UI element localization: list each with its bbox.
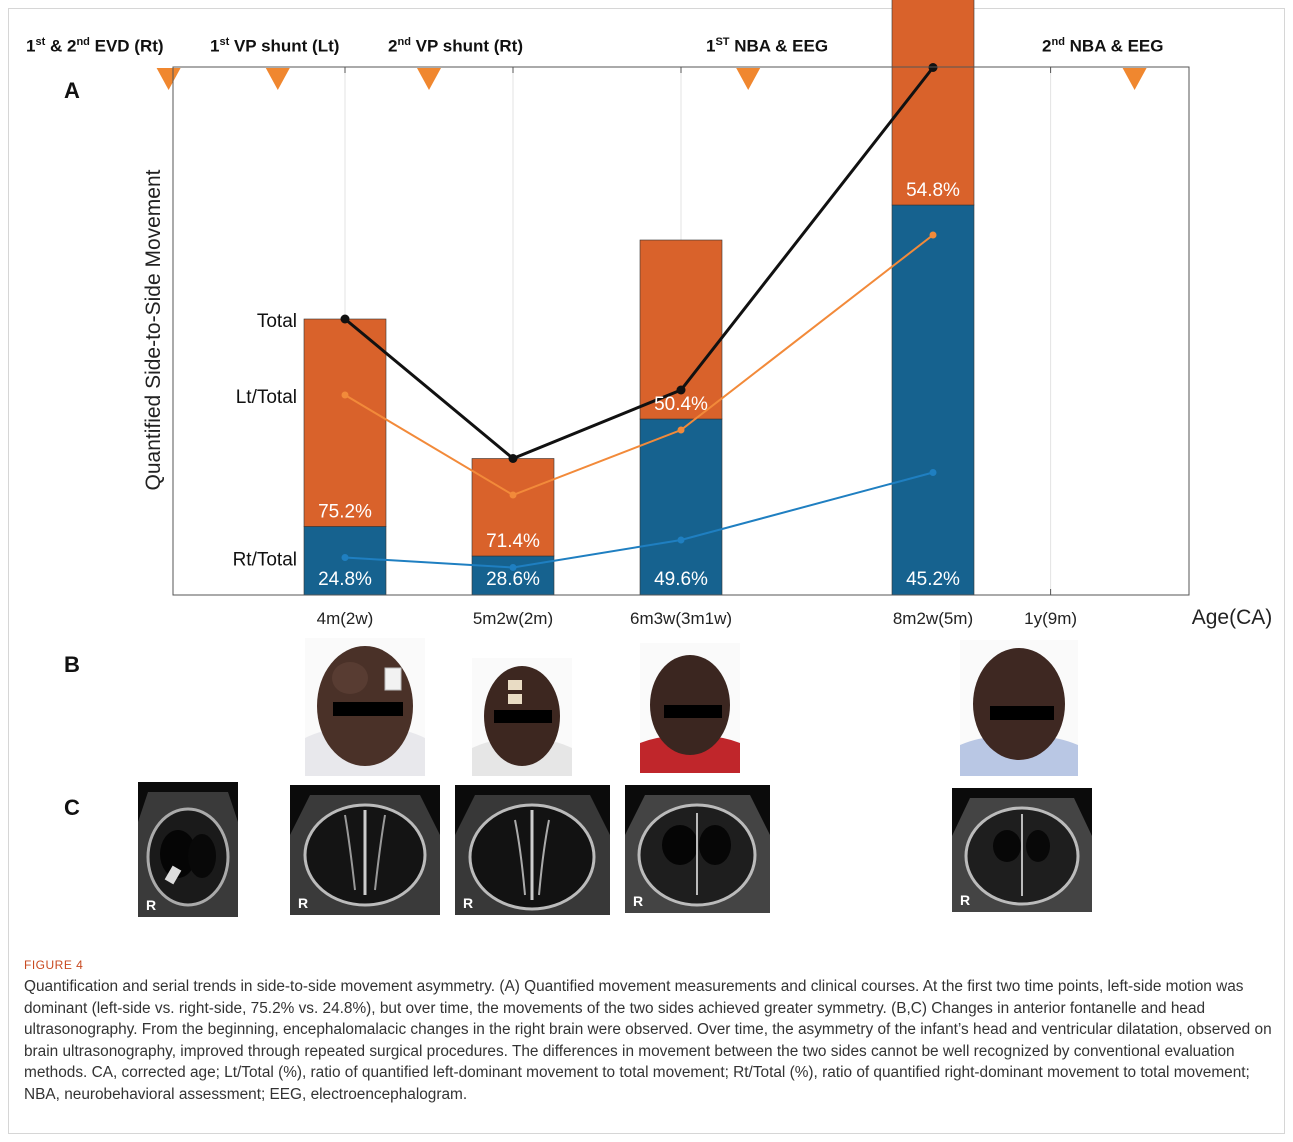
ultrasound-label-3: R: [463, 895, 474, 911]
event-label-nba-eeg-1: 1ST NBA & EEG: [706, 36, 829, 56]
ultrasound-label-5: R: [960, 892, 971, 908]
infant-photo-1: [305, 638, 425, 776]
rt-total-line-point: [929, 469, 937, 476]
ultrasound-label-2: R: [298, 895, 309, 911]
total-line: [344, 66, 935, 461]
movement-chart: 4m(2w) 5m2w(2m) 6m3w(3m1w) 8m2w(5m) 1y(9m) 24…: [142, 0, 1273, 629]
lt-total-line-point: [341, 391, 349, 399]
x-tick-label: 4m(2w): [317, 609, 374, 628]
event-label-vp-shunt-lt: 1st VP shunt (Lt): [210, 36, 340, 56]
total-line-label: Total: [257, 311, 297, 332]
bar-rt: [639, 418, 723, 596]
ultrasound-image-1: R: [138, 782, 238, 917]
bar-lt-percent-label: 50.4%: [654, 394, 708, 415]
event-marker-triangle: [156, 68, 181, 90]
panel-letter-b: B: [64, 652, 80, 677]
total-line-point: [340, 314, 350, 324]
bar-rt-percent-label: 28.6%: [486, 569, 540, 590]
bar-lt-percent-label: 71.4%: [486, 531, 540, 552]
lt-total-line: [344, 234, 934, 497]
infant-photo-4: [960, 640, 1078, 776]
total-line-point: [676, 385, 686, 395]
bar-lt: [471, 458, 555, 557]
event-marker-triangle: [265, 68, 290, 90]
lt-total-line-point: [509, 491, 517, 499]
bar-rt-percent-label: 45.2%: [906, 569, 960, 590]
plot-frame: [172, 66, 1190, 596]
ultrasound-label-1: R: [146, 897, 157, 913]
event-marker-triangle: [1122, 68, 1147, 90]
event-label-evd: 1st & 2nd EVD (Rt): [26, 36, 164, 56]
ultrasound-label-4: R: [633, 893, 644, 909]
bar-rt: [891, 204, 975, 596]
total-line-point: [508, 454, 518, 463]
event-label-vp-shunt-rt: 2nd VP shunt (Rt): [388, 36, 523, 56]
x-tick-label: 5m2w(2m): [473, 609, 553, 628]
ultrasound-image-2: R: [290, 785, 440, 915]
ultrasound-image-5: R: [952, 788, 1092, 912]
x-tick-label: 1y(9m): [1024, 609, 1077, 628]
rt-total-line-label: Rt/Total: [233, 550, 297, 571]
event-marker-triangle: [736, 68, 761, 90]
figure-number: FIGURE 4: [24, 958, 84, 972]
rt-total-line-point: [341, 554, 349, 561]
infant-photo-3: [640, 643, 740, 773]
ultrasound-image-3: R: [455, 785, 610, 915]
rt-total-line-point: [677, 536, 685, 544]
event-marker-triangle: [417, 68, 441, 90]
ultrasound-image-4: R: [625, 785, 770, 913]
panel-letter-c: C: [64, 795, 80, 820]
x-axis-label: Age(CA): [1192, 606, 1273, 629]
y-axis-label: Quantified Side-to-Side Movement: [142, 169, 165, 490]
figure-caption: Quantification and serial trends in side…: [24, 978, 1272, 1103]
infant-photo-2: [472, 658, 572, 776]
lt-total-line-point: [929, 231, 937, 239]
figure-frame: [8, 8, 1285, 1134]
bar-rt-percent-label: 24.8%: [318, 569, 372, 590]
x-tick-label: 6m3w(3m1w): [630, 609, 732, 628]
bar-rt-percent-label: 49.6%: [654, 569, 708, 590]
bar-lt-percent-label: 75.2%: [318, 502, 372, 523]
lt-total-line-point: [677, 426, 685, 434]
lt-total-line-label: Lt/Total: [236, 387, 297, 408]
rt-total-line-point: [509, 564, 517, 571]
bar-lt-percent-label: 54.8%: [906, 180, 960, 201]
event-label-nba-eeg-2: 2nd NBA & EEG: [1042, 36, 1164, 56]
bar-lt: [303, 318, 387, 527]
panel-letter-a: A: [64, 78, 80, 103]
rt-total-line: [344, 471, 934, 569]
x-tick-label: 8m2w(5m): [893, 609, 973, 628]
